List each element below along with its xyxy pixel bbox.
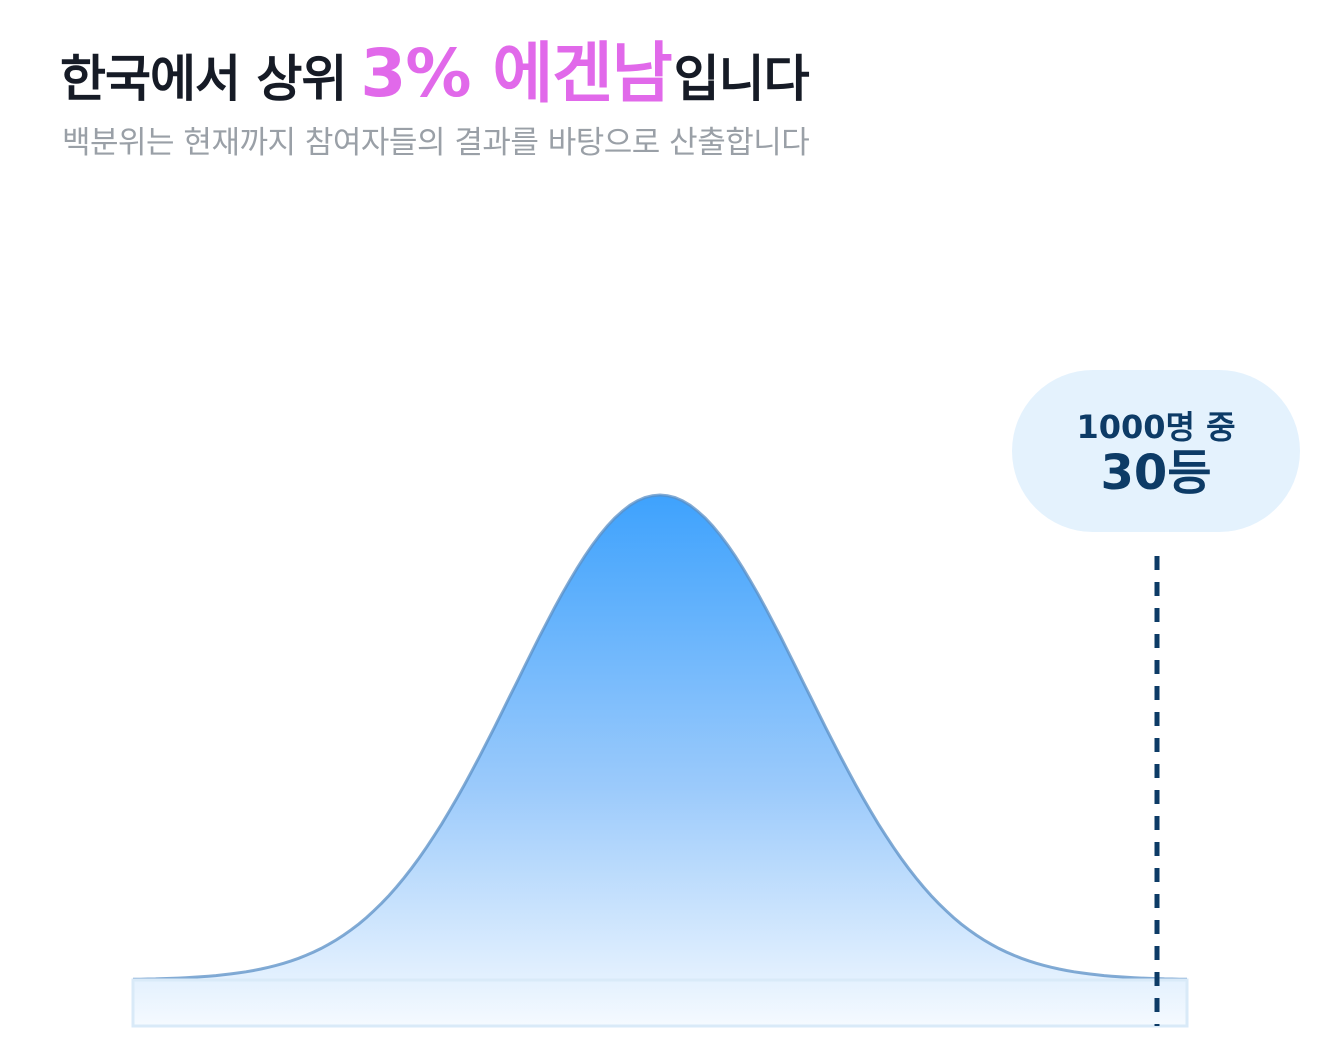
headline-highlight: 3% 에겐남 [360, 35, 672, 112]
rank-place-label: 30등 [1100, 444, 1212, 501]
rank-total-label: 1000명 중 [1076, 408, 1236, 447]
chart-baseline-box [131, 978, 1189, 1028]
distribution-curve-area [133, 495, 1187, 1026]
percentile-note: 백분위는 현재까지 참여자들의 결과를 바탕으로 산출합니다 [62, 125, 810, 161]
rank-badge: 1000명 중 30등 [1012, 370, 1300, 532]
result-headline: 한국에서 상위 3% 에겐남 입니다 [60, 20, 810, 112]
headline-suffix: 입니다 [673, 50, 810, 108]
distribution-curve-line [132, 493, 1188, 981]
headline-prefix: 한국에서 상위 [60, 50, 347, 108]
